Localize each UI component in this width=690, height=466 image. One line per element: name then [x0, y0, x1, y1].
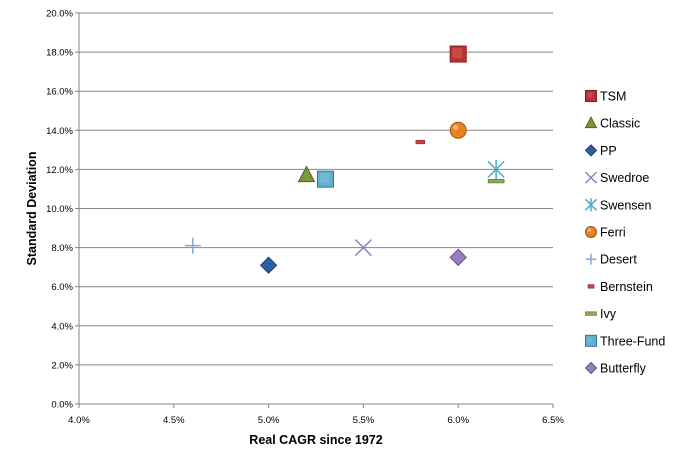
y-tick-label: 6.0%: [51, 282, 73, 293]
legend: TSM Classic PP Swedroe Swensen Ferri Desert Ber…: [584, 90, 665, 376]
x-tick-label: 5.0%: [258, 415, 280, 426]
point-swedroe: [354, 239, 372, 257]
point-butterfly: [449, 248, 467, 267]
legend-label: Classic: [600, 117, 640, 131]
y-axis-title: Standard Deviation: [25, 152, 39, 266]
x-tick-label: 5.5%: [353, 415, 375, 426]
point-ferri: [449, 121, 467, 139]
point-tsm: [449, 45, 467, 63]
y-tick-label: 4.0%: [51, 321, 73, 332]
point-three-fund: [316, 170, 334, 188]
legend-item-desert: Desert: [585, 253, 637, 267]
x-tick-label: 6.5%: [542, 415, 564, 426]
legend-item-butterfly: Butterfly: [584, 362, 647, 376]
y-tick-label: 0.0%: [51, 400, 73, 411]
x-axis-ticks: 4.0% 4.5% 5.0% 5.5% 6.0% 6.5%: [68, 404, 564, 426]
legend-item-ivy: Ivy: [585, 307, 617, 321]
x-tick-label: 4.5%: [163, 415, 185, 426]
legend-label: Three-Fund: [600, 334, 665, 348]
y-tick-label: 18.0%: [46, 48, 73, 59]
legend-item-ferri: Ferri: [585, 226, 626, 240]
legend-label: Swensen: [600, 198, 651, 212]
y-tick-label: 10.0%: [46, 204, 73, 215]
x-tick-label: 4.0%: [68, 415, 90, 426]
y-tick-label: 2.0%: [51, 360, 73, 371]
legend-label: Butterfly: [600, 362, 647, 376]
data-points: [184, 45, 505, 274]
legend-label: Ivy: [600, 307, 617, 321]
y-tick-label: 8.0%: [51, 243, 73, 254]
legend-label: Ferri: [600, 226, 626, 240]
point-bernstein: [415, 139, 425, 145]
point-ivy: [487, 179, 505, 184]
legend-label: Desert: [600, 253, 637, 267]
y-tick-label: 16.0%: [46, 87, 73, 98]
x-tick-label: 6.0%: [447, 415, 469, 426]
point-classic: [297, 165, 316, 183]
legend-label: TSM: [600, 90, 626, 104]
x-axis-title: Real CAGR since 1972: [249, 433, 382, 447]
legend-item-pp: PP: [584, 144, 617, 158]
legend-item-classic: Classic: [584, 116, 640, 131]
point-desert: [184, 237, 201, 254]
y-tick-label: 14.0%: [46, 126, 73, 137]
point-swensen: [487, 159, 505, 179]
legend-label: Bernstein: [600, 280, 653, 294]
legend-item-swensen: Swensen: [584, 198, 651, 212]
legend-label: PP: [600, 144, 617, 158]
legend-item-bernstein: Bernstein: [587, 280, 653, 294]
y-tick-label: 20.0%: [46, 9, 73, 20]
point-pp: [259, 256, 278, 274]
y-axis-ticks: 0.0% 2.0% 4.0% 6.0% 8.0% 10.0% 12.0% 14.0% 16.0%…: [46, 9, 79, 411]
legend-item-swedroe: Swedroe: [584, 171, 649, 185]
legend-item-three-fund: Three-Fund: [585, 334, 665, 348]
legend-item-tsm: TSM: [585, 90, 626, 104]
y-tick-label: 12.0%: [46, 165, 73, 176]
gridlines: [79, 12, 553, 366]
legend-label: Swedroe: [600, 171, 649, 185]
